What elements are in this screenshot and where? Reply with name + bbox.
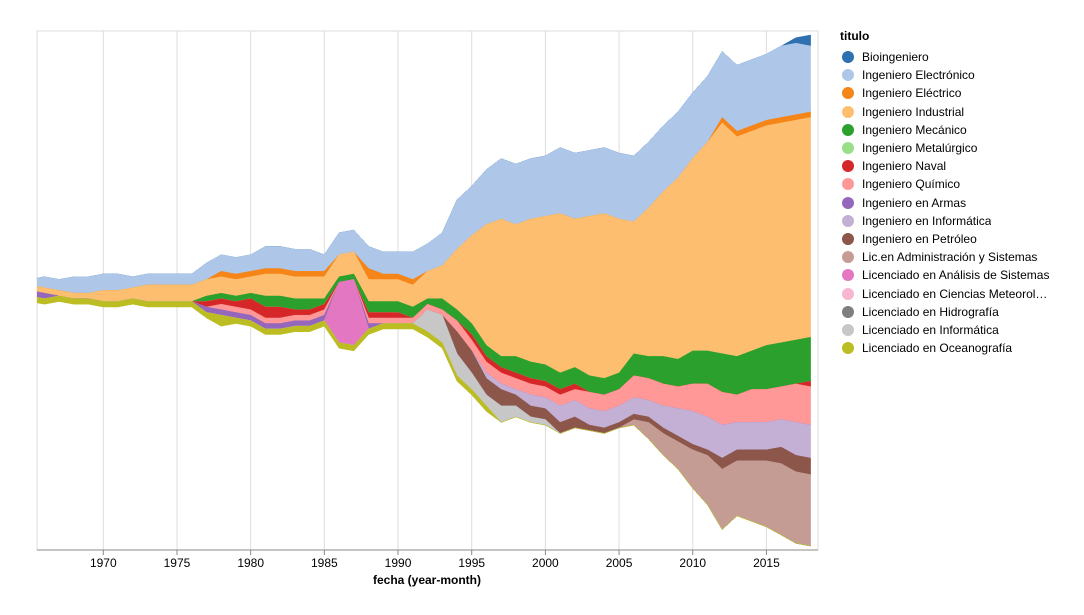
legend-label: Licenciado en Ciencias Meteorol… [862,286,1048,301]
legend-swatch [842,160,854,173]
area-licenciado-en-oceanograf-a [37,295,811,547]
tick-label-2010: 2010 [679,556,706,570]
legend-swatch [842,232,854,245]
legend-label: Ingeniero Químico [862,177,961,192]
legend-item[interactable]: Ingeniero Eléctrico [840,84,1080,102]
legend-item[interactable]: Licenciado en Informática [840,321,1080,339]
legend-label: Licenciado en Informática [862,322,999,337]
legend-swatch [842,269,854,282]
legend-label: Licenciado en Hidrografía [862,304,999,319]
legend-swatch [842,51,854,64]
plot-area: 1970 1975 1980 1985 1990 1995 2000 2005 2010 2015… [36,30,819,587]
legend-item[interactable]: Ingeniero Electrónico [840,66,1080,84]
legend-swatch [842,323,854,336]
legend-label: Ingeniero Electrónico [862,68,975,83]
legend-label: Ingeniero Metalúrgico [862,141,978,156]
x-axis: 1970 1975 1980 1985 1990 1995 2000 2005 2010 2015 [37,549,818,570]
tick-label-1985: 1985 [311,556,338,570]
legend-swatch [842,123,854,136]
legend: titulo Bioingeniero Ingeniero Electrónico… [840,28,1080,357]
legend-label: Ingeniero en Armas [862,195,967,210]
legend-swatch [842,251,854,264]
tick-label-1990: 1990 [385,556,412,570]
legend-item[interactable]: Bioingeniero [840,48,1080,66]
legend-label: Licenciado en Oceanografía [862,341,1013,356]
legend-swatch [842,287,854,300]
legend-item[interactable]: Ingeniero en Informática [840,212,1080,230]
stream-areas [37,34,811,547]
legend-title: titulo [840,29,870,43]
tick-label-1970: 1970 [90,556,117,570]
legend-item[interactable]: Ingeniero Químico [840,175,1080,193]
legend-item[interactable]: Ingeniero en Armas [840,194,1080,212]
tick-label-2015: 2015 [753,556,780,570]
legend-swatch [842,105,854,118]
legend-swatch [842,69,854,82]
legend-label: Bioingeniero [862,50,929,65]
tick-label-2005: 2005 [606,556,633,570]
legend-swatch [842,214,854,227]
legend-item[interactable]: Licenciado en Oceanografía [840,339,1080,357]
legend-swatch [842,142,854,155]
legend-items: Bioingeniero Ingeniero Electrónico Ingenie… [840,48,1080,357]
legend-label: Ingeniero Mecánico [862,122,967,137]
tick-label-1980: 1980 [237,556,264,570]
legend-label: Ingeniero en Informática [862,213,992,228]
x-axis-title: fecha (year-month) [373,573,481,587]
legend-label: Licenciado en Análisis de Sistemas [862,268,1050,283]
tick-label-1995: 1995 [458,556,485,570]
legend-swatch [842,342,854,355]
legend-item[interactable]: Licenciado en Hidrografía [840,303,1080,321]
legend-item[interactable]: Licenciado en Ciencias Meteorol… [840,284,1080,302]
tick-label-1975: 1975 [164,556,191,570]
legend-item[interactable]: Licenciado en Análisis de Sistemas [840,266,1080,284]
legend-label: Ingeniero en Petróleo [862,231,977,246]
legend-swatch [842,196,854,209]
legend-label: Ingeniero Naval [862,159,947,174]
legend-label: Ingeniero Industrial [862,104,965,119]
legend-item[interactable]: Lic.en Administración y Sistemas [840,248,1080,266]
legend-item[interactable]: Ingeniero Mecánico [840,121,1080,139]
legend-swatch [842,87,854,100]
legend-swatch [842,178,854,191]
legend-label: Lic.en Administración y Sistemas [862,250,1038,265]
legend-swatch [842,305,854,318]
legend-item[interactable]: Ingeniero en Petróleo [840,230,1080,248]
legend-item[interactable]: Ingeniero Metalúrgico [840,139,1080,157]
legend-label: Ingeniero Eléctrico [862,86,962,101]
legend-item[interactable]: Ingeniero Naval [840,157,1080,175]
legend-item[interactable]: Ingeniero Industrial [840,103,1080,121]
tick-label-2000: 2000 [532,556,559,570]
